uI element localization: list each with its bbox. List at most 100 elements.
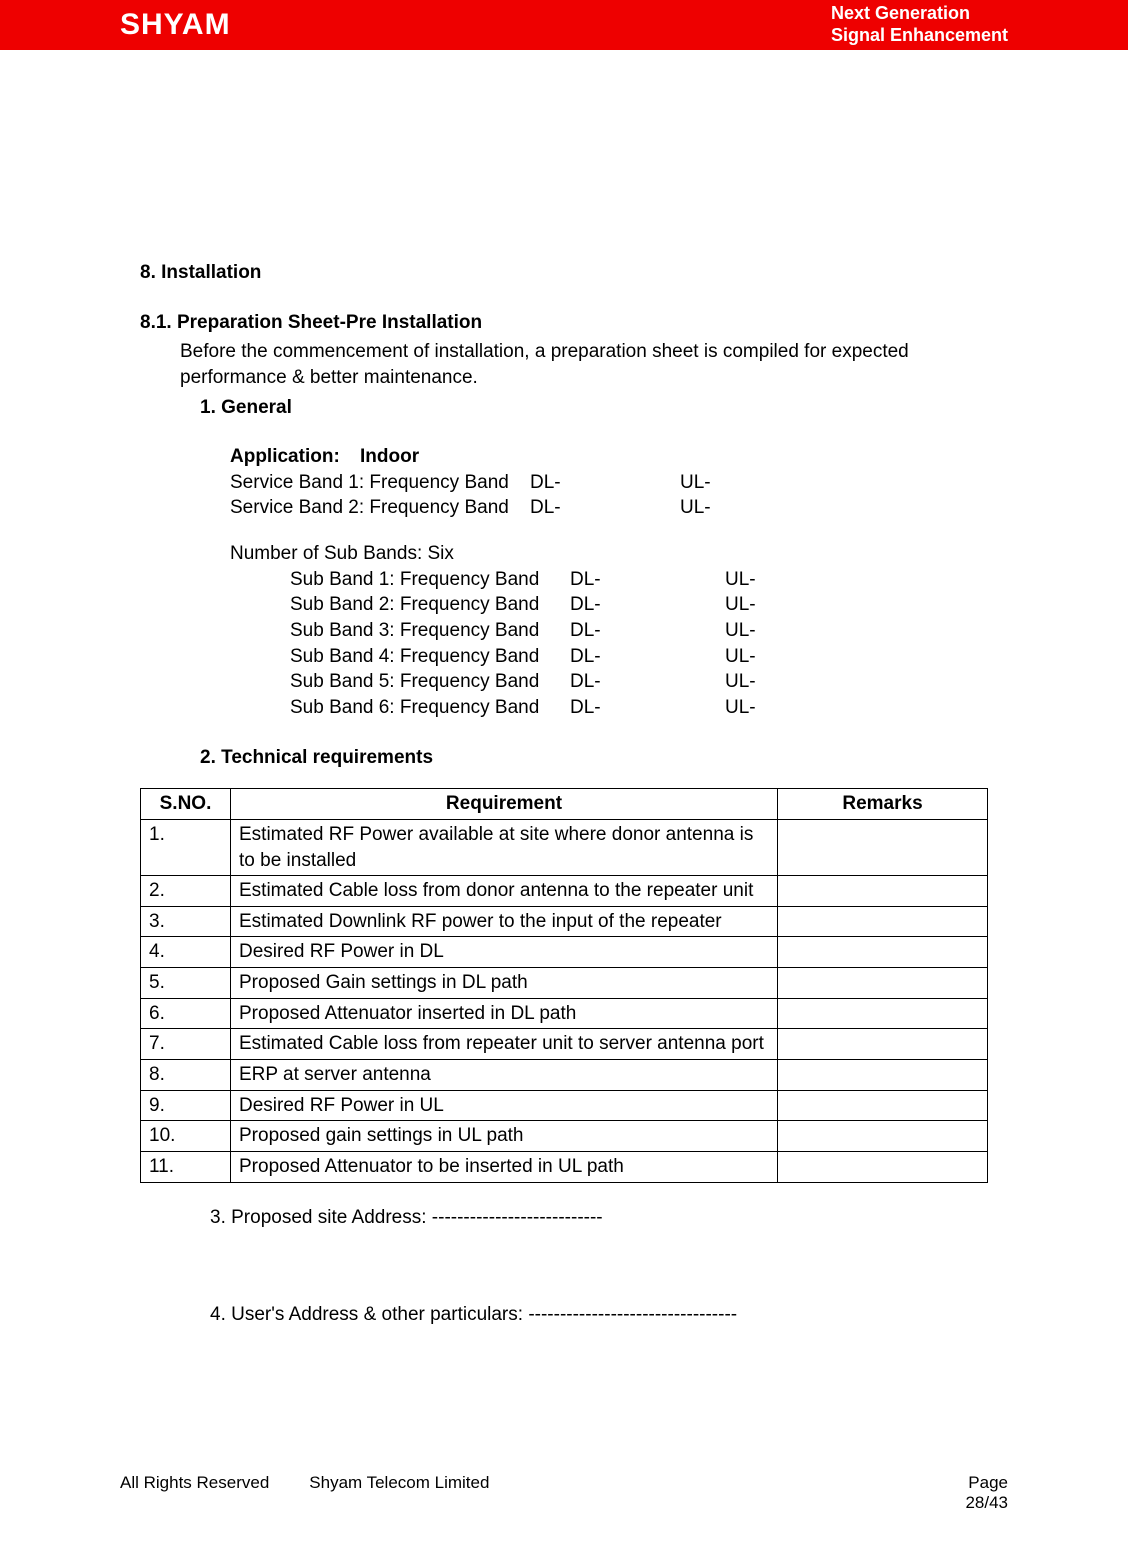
sub-band-ul: UL- bbox=[725, 592, 756, 618]
footer-rights: All Rights Reserved bbox=[120, 1473, 269, 1513]
header-bar: SHYAM Next Generation Signal Enhancement bbox=[0, 0, 1128, 50]
sub-band-row: Sub Band 6: Frequency BandDL-UL- bbox=[290, 695, 988, 721]
tagline-line1: Next Generation bbox=[831, 3, 1008, 25]
table-row: 3.Estimated Downlink RF power to the inp… bbox=[141, 906, 988, 937]
col-remarks: Remarks bbox=[778, 789, 988, 820]
cell-requirement: Estimated Cable loss from donor antenna … bbox=[231, 876, 778, 907]
sub-band-label: Sub Band 1: Frequency Band bbox=[290, 567, 570, 593]
footer-company: Shyam Telecom Limited bbox=[309, 1473, 489, 1513]
subsection-title: 8.1. Preparation Sheet-Pre Installation bbox=[140, 310, 988, 336]
cell-requirement: Proposed Gain settings in DL path bbox=[231, 968, 778, 999]
footer-left: All Rights Reserved Shyam Telecom Limite… bbox=[120, 1473, 489, 1513]
cell-sno: 11. bbox=[141, 1151, 231, 1182]
sub-band-ul: UL- bbox=[725, 669, 756, 695]
table-row: 10.Proposed gain settings in UL path bbox=[141, 1121, 988, 1152]
cell-requirement: Proposed Attenuator to be inserted in UL… bbox=[231, 1151, 778, 1182]
sub-band-row: Sub Band 1: Frequency BandDL-UL- bbox=[290, 567, 988, 593]
service-band-row: Service Band 2: Frequency BandDL-UL- bbox=[230, 495, 988, 521]
cell-remarks bbox=[778, 1029, 988, 1060]
table-row: 11.Proposed Attenuator to be inserted in… bbox=[141, 1151, 988, 1182]
table-row: 1.Estimated RF Power available at site w… bbox=[141, 819, 988, 875]
table-header-row: S.NO. Requirement Remarks bbox=[141, 789, 988, 820]
cell-remarks bbox=[778, 937, 988, 968]
sub-band-row: Sub Band 4: Frequency BandDL-UL- bbox=[290, 644, 988, 670]
service-band-dl: DL- bbox=[530, 495, 680, 521]
cell-remarks bbox=[778, 1060, 988, 1091]
sub-band-label: Sub Band 2: Frequency Band bbox=[290, 592, 570, 618]
col-requirement: Requirement bbox=[231, 789, 778, 820]
col-sno: S.NO. bbox=[141, 789, 231, 820]
cell-requirement: Proposed Attenuator inserted in DL path bbox=[231, 998, 778, 1029]
sub-band-dl: DL- bbox=[570, 669, 725, 695]
table-row: 6.Proposed Attenuator inserted in DL pat… bbox=[141, 998, 988, 1029]
cell-requirement: Estimated Downlink RF power to the input… bbox=[231, 906, 778, 937]
sub-band-dl: DL- bbox=[570, 592, 725, 618]
sub-band-dl: DL- bbox=[570, 644, 725, 670]
application-label: Application: bbox=[230, 444, 360, 470]
sub-band-ul: UL- bbox=[725, 695, 756, 721]
general-heading: 1. General bbox=[200, 395, 988, 421]
cell-requirement: Desired RF Power in DL bbox=[231, 937, 778, 968]
service-band-label: Service Band 2: Frequency Band bbox=[230, 495, 530, 521]
cell-sno: 5. bbox=[141, 968, 231, 999]
cell-sno: 9. bbox=[141, 1090, 231, 1121]
cell-remarks bbox=[778, 1121, 988, 1152]
footer-right: Page 28/43 bbox=[965, 1473, 1008, 1513]
cell-sno: 6. bbox=[141, 998, 231, 1029]
application-value: Indoor bbox=[360, 444, 419, 470]
footer-page-label: Page bbox=[965, 1473, 1008, 1493]
sub-band-dl: DL- bbox=[570, 618, 725, 644]
sub-bands-count: Number of Sub Bands: Six bbox=[230, 541, 988, 567]
table-row: 8.ERP at server antenna bbox=[141, 1060, 988, 1091]
cell-sno: 8. bbox=[141, 1060, 231, 1091]
cell-sno: 1. bbox=[141, 819, 231, 875]
application-row: Application: Indoor bbox=[230, 444, 988, 470]
cell-remarks bbox=[778, 819, 988, 875]
sub-band-ul: UL- bbox=[725, 618, 756, 644]
cell-requirement: Desired RF Power in UL bbox=[231, 1090, 778, 1121]
cell-remarks bbox=[778, 876, 988, 907]
sub-band-label: Sub Band 3: Frequency Band bbox=[290, 618, 570, 644]
service-band-row: Service Band 1: Frequency BandDL-UL- bbox=[230, 470, 988, 496]
technical-heading: 2. Technical requirements bbox=[200, 745, 988, 771]
cell-remarks bbox=[778, 906, 988, 937]
sub-band-dl: DL- bbox=[570, 567, 725, 593]
table-row: 9.Desired RF Power in UL bbox=[141, 1090, 988, 1121]
cell-sno: 2. bbox=[141, 876, 231, 907]
table-row: 7.Estimated Cable loss from repeater uni… bbox=[141, 1029, 988, 1060]
sub-band-row: Sub Band 5: Frequency BandDL-UL- bbox=[290, 669, 988, 695]
tagline: Next Generation Signal Enhancement bbox=[831, 3, 1008, 46]
cell-sno: 10. bbox=[141, 1121, 231, 1152]
service-band-ul: UL- bbox=[680, 495, 711, 521]
footer: All Rights Reserved Shyam Telecom Limite… bbox=[120, 1473, 1008, 1513]
table-row: 2.Estimated Cable loss from donor antenn… bbox=[141, 876, 988, 907]
service-band-ul: UL- bbox=[680, 470, 711, 496]
cell-sno: 3. bbox=[141, 906, 231, 937]
service-band-label: Service Band 1: Frequency Band bbox=[230, 470, 530, 496]
cell-sno: 4. bbox=[141, 937, 231, 968]
cell-requirement: Proposed gain settings in UL path bbox=[231, 1121, 778, 1152]
sub-band-label: Sub Band 6: Frequency Band bbox=[290, 695, 570, 721]
tagline-line2: Signal Enhancement bbox=[831, 25, 1008, 47]
sub-band-ul: UL- bbox=[725, 567, 756, 593]
sub-band-ul: UL- bbox=[725, 644, 756, 670]
content: 8. Installation 8.1. Preparation Sheet-P… bbox=[140, 260, 988, 1328]
cell-requirement: ERP at server antenna bbox=[231, 1060, 778, 1091]
sub-band-row: Sub Band 3: Frequency BandDL-UL- bbox=[290, 618, 988, 644]
cell-remarks bbox=[778, 1090, 988, 1121]
cell-remarks bbox=[778, 1151, 988, 1182]
cell-remarks bbox=[778, 998, 988, 1029]
cell-requirement: Estimated Cable loss from repeater unit … bbox=[231, 1029, 778, 1060]
general-block: Application: Indoor Service Band 1: Freq… bbox=[230, 444, 988, 720]
footer-page-number: 28/43 bbox=[965, 1493, 1008, 1513]
cell-remarks bbox=[778, 968, 988, 999]
requirements-table: S.NO. Requirement Remarks 1.Estimated RF… bbox=[140, 788, 988, 1182]
section-title: 8. Installation bbox=[140, 260, 988, 286]
user-address: 4. User's Address & other particulars: -… bbox=[210, 1302, 988, 1328]
cell-sno: 7. bbox=[141, 1029, 231, 1060]
table-row: 5.Proposed Gain settings in DL path bbox=[141, 968, 988, 999]
sub-band-dl: DL- bbox=[570, 695, 725, 721]
page: SHYAM Next Generation Signal Enhancement… bbox=[0, 0, 1128, 1543]
proposed-site-address: 3. Proposed site Address: --------------… bbox=[210, 1205, 988, 1231]
intro-paragraph: Before the commencement of installation,… bbox=[180, 339, 988, 390]
